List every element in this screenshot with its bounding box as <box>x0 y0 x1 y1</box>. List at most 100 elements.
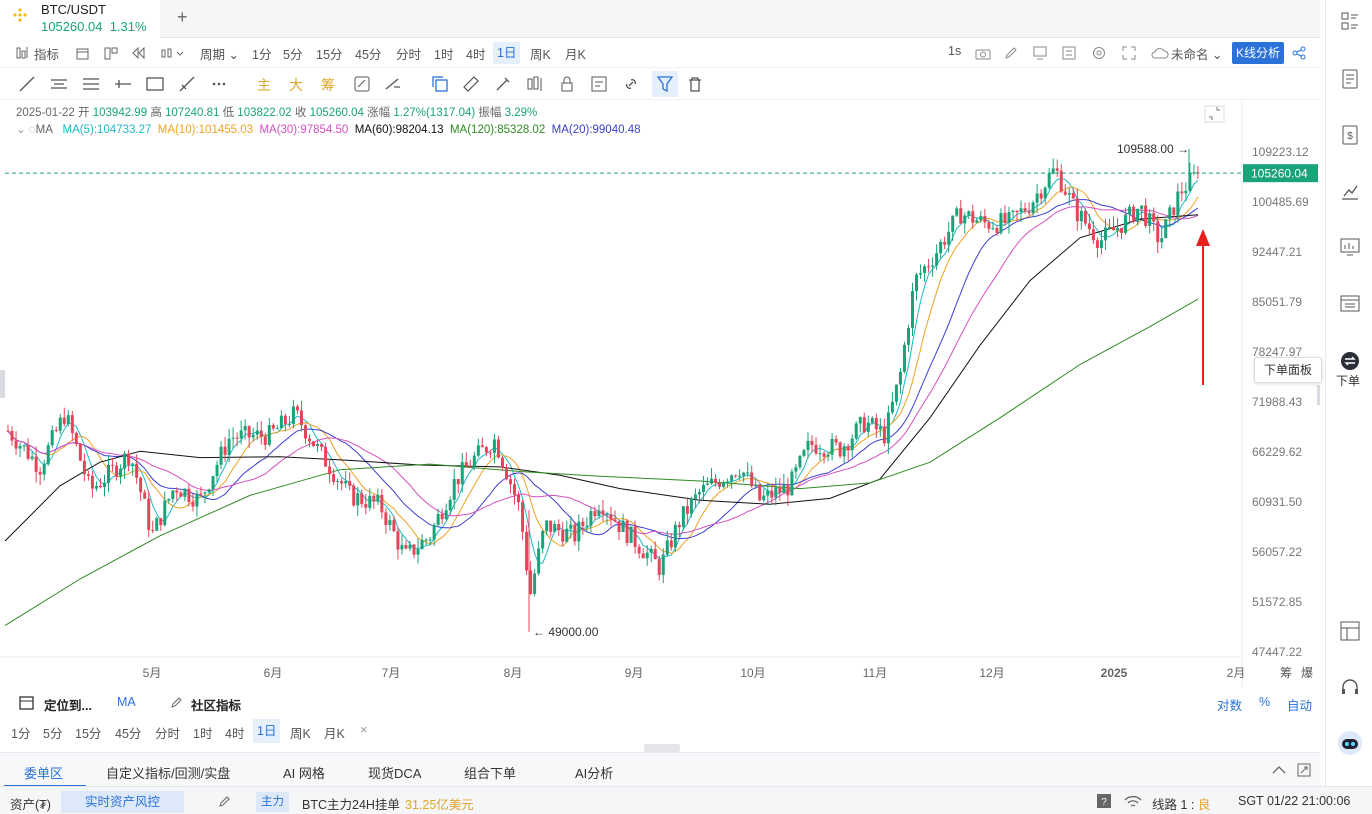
more-tools-icon[interactable] <box>210 75 228 93</box>
add-tab-icon[interactable]: + <box>177 7 188 27</box>
layout-name-dropdown[interactable]: 未命名 ⌄ <box>1171 48 1223 62</box>
bottom-period-timeshare[interactable]: 分时 <box>155 727 181 741</box>
period-1d[interactable]: 1日 <box>493 42 521 64</box>
camera-icon[interactable] <box>975 47 991 60</box>
candle-body <box>866 422 870 432</box>
locate-button[interactable]: 定位到... <box>44 699 92 713</box>
layout-icon[interactable] <box>104 47 118 60</box>
assets-label[interactable]: 资产(₮) <box>10 798 51 812</box>
kline-analysis-button[interactable]: K线分析 <box>1232 42 1284 64</box>
settings-icon[interactable] <box>1092 46 1106 60</box>
document-icon[interactable] <box>1339 68 1361 90</box>
period-1h[interactable]: 1时 <box>434 48 454 62</box>
tab-custom-indicator[interactable]: 自定义指标/回测/实盘 <box>106 766 231 781</box>
main-force-button[interactable]: 主 <box>257 77 271 93</box>
indicator-button[interactable]: 指标 <box>34 48 60 62</box>
candle-body <box>718 482 722 487</box>
bottom-period-4h[interactable]: 4时 <box>225 727 245 741</box>
bottom-period-month[interactable]: 月K <box>324 727 345 741</box>
period-timeshare[interactable]: 分时 <box>396 48 422 62</box>
parallel-lines-icon[interactable] <box>82 75 100 93</box>
period-month[interactable]: 月K <box>565 48 586 62</box>
trend-chart-icon[interactable] <box>1339 180 1361 202</box>
period-4h[interactable]: 4时 <box>466 48 486 62</box>
chip-button[interactable]: 筹 <box>321 77 335 93</box>
chevron-up-icon[interactable] <box>1272 765 1286 775</box>
screen-icon[interactable] <box>1033 46 1047 60</box>
cloud-icon[interactable] <box>1151 47 1169 59</box>
period-dropdown[interactable]: 周期 ⌄ <box>200 48 239 62</box>
percent-toggle[interactable]: % <box>1259 695 1271 709</box>
calendar-grid-icon[interactable] <box>1339 292 1361 314</box>
tab-spot-dca[interactable]: 现货DCA <box>368 766 422 781</box>
candle-compare-icon[interactable] <box>526 75 544 93</box>
rectangle-tool-icon[interactable] <box>146 75 164 93</box>
filter-icon[interactable] <box>652 71 678 97</box>
fullscreen-icon[interactable] <box>1122 46 1136 60</box>
candle-body <box>541 531 545 549</box>
bottom-period-15min[interactable]: 15分 <box>75 727 102 741</box>
calendar-icon[interactable] <box>76 47 90 60</box>
dollar-document-icon[interactable]: $ <box>1339 124 1361 146</box>
trash-icon[interactable] <box>686 75 704 93</box>
bottom-period-1min[interactable]: 1分 <box>11 727 31 741</box>
expand-icon[interactable] <box>1297 763 1311 777</box>
period-week[interactable]: 周K <box>530 48 551 62</box>
tab-orders[interactable]: 委单区 <box>24 766 64 781</box>
measure-tool-icon[interactable] <box>178 75 196 93</box>
ma-toggle[interactable]: MA <box>117 695 136 709</box>
calculator-icon[interactable] <box>1062 46 1076 60</box>
template-icon[interactable] <box>590 75 608 93</box>
tab-ai-analysis[interactable]: AI分析 <box>575 766 614 781</box>
copy-icon[interactable] <box>431 75 449 93</box>
horizontal-line-icon[interactable] <box>114 75 132 93</box>
close-period-bar-icon[interactable]: × <box>360 723 368 737</box>
candle-type-icon[interactable] <box>160 47 184 60</box>
help-icon[interactable]: ? <box>1097 794 1111 808</box>
bottom-period-week[interactable]: 周K <box>290 727 311 741</box>
big-order-button[interactable]: 大 <box>289 77 303 93</box>
bottom-period-1h[interactable]: 1时 <box>193 727 213 741</box>
layout-panel-icon[interactable] <box>1339 620 1361 642</box>
period-1min[interactable]: 1分 <box>252 48 272 62</box>
link-icon[interactable] <box>622 75 640 93</box>
risk-control-button[interactable]: 实时资产风控 <box>61 791 185 813</box>
bottom-period-45min[interactable]: 45分 <box>115 727 142 741</box>
log-scale-toggle[interactable]: 对数 <box>1217 699 1243 713</box>
horizontal-ray-icon[interactable] <box>50 75 68 93</box>
period-5min[interactable]: 5分 <box>283 48 303 62</box>
candle-body <box>488 452 492 454</box>
tab-btc-usdt[interactable]: BTC/USDT 105260.04 1.31% <box>0 0 160 38</box>
edit-icon[interactable] <box>170 696 183 709</box>
pen-icon[interactable] <box>1004 46 1018 60</box>
headset-icon[interactable] <box>1339 676 1361 698</box>
ruler-icon[interactable] <box>462 75 480 93</box>
kline-chart[interactable]: 109223.12 100485.69 92447.21 85051.79 78247.… <box>0 100 1320 688</box>
rewind-icon[interactable] <box>132 47 146 60</box>
tab-pair-name: BTC/USDT <box>41 2 106 17</box>
share-icon[interactable] <box>1292 46 1306 60</box>
collapse-icon-glyph <box>1209 107 1220 120</box>
tab-ai-grid[interactable]: AI 网格 <box>283 766 325 781</box>
edit-icon[interactable] <box>218 795 231 808</box>
eraser-line-icon[interactable] <box>384 75 402 93</box>
bottom-period-1d[interactable]: 1日 <box>253 719 281 743</box>
auto-toggle[interactable]: 自动 <box>1287 699 1313 713</box>
tab-combo-order[interactable]: 组合下单 <box>464 766 517 781</box>
period-15min[interactable]: 15分 <box>316 48 343 62</box>
period-45min[interactable]: 45分 <box>355 48 382 62</box>
order-label[interactable]: 下单 <box>1336 374 1361 388</box>
monitor-chart-icon[interactable] <box>1339 236 1361 258</box>
magnet-icon[interactable] <box>494 75 512 93</box>
line-tool-icon[interactable] <box>18 75 36 93</box>
panel-resize-handle[interactable] <box>644 744 680 752</box>
candle-body <box>1047 173 1051 188</box>
interval-button[interactable]: 1s <box>948 44 962 58</box>
lock-icon[interactable] <box>558 75 576 93</box>
order-swap-icon[interactable] <box>1339 350 1361 372</box>
robot-avatar-icon[interactable] <box>1337 730 1363 756</box>
list-icon[interactable] <box>1339 10 1361 32</box>
bottom-period-5min[interactable]: 5分 <box>43 727 63 741</box>
ai-draw-icon[interactable] <box>353 75 371 93</box>
community-indicator-button[interactable]: 社区指标 <box>191 699 242 713</box>
